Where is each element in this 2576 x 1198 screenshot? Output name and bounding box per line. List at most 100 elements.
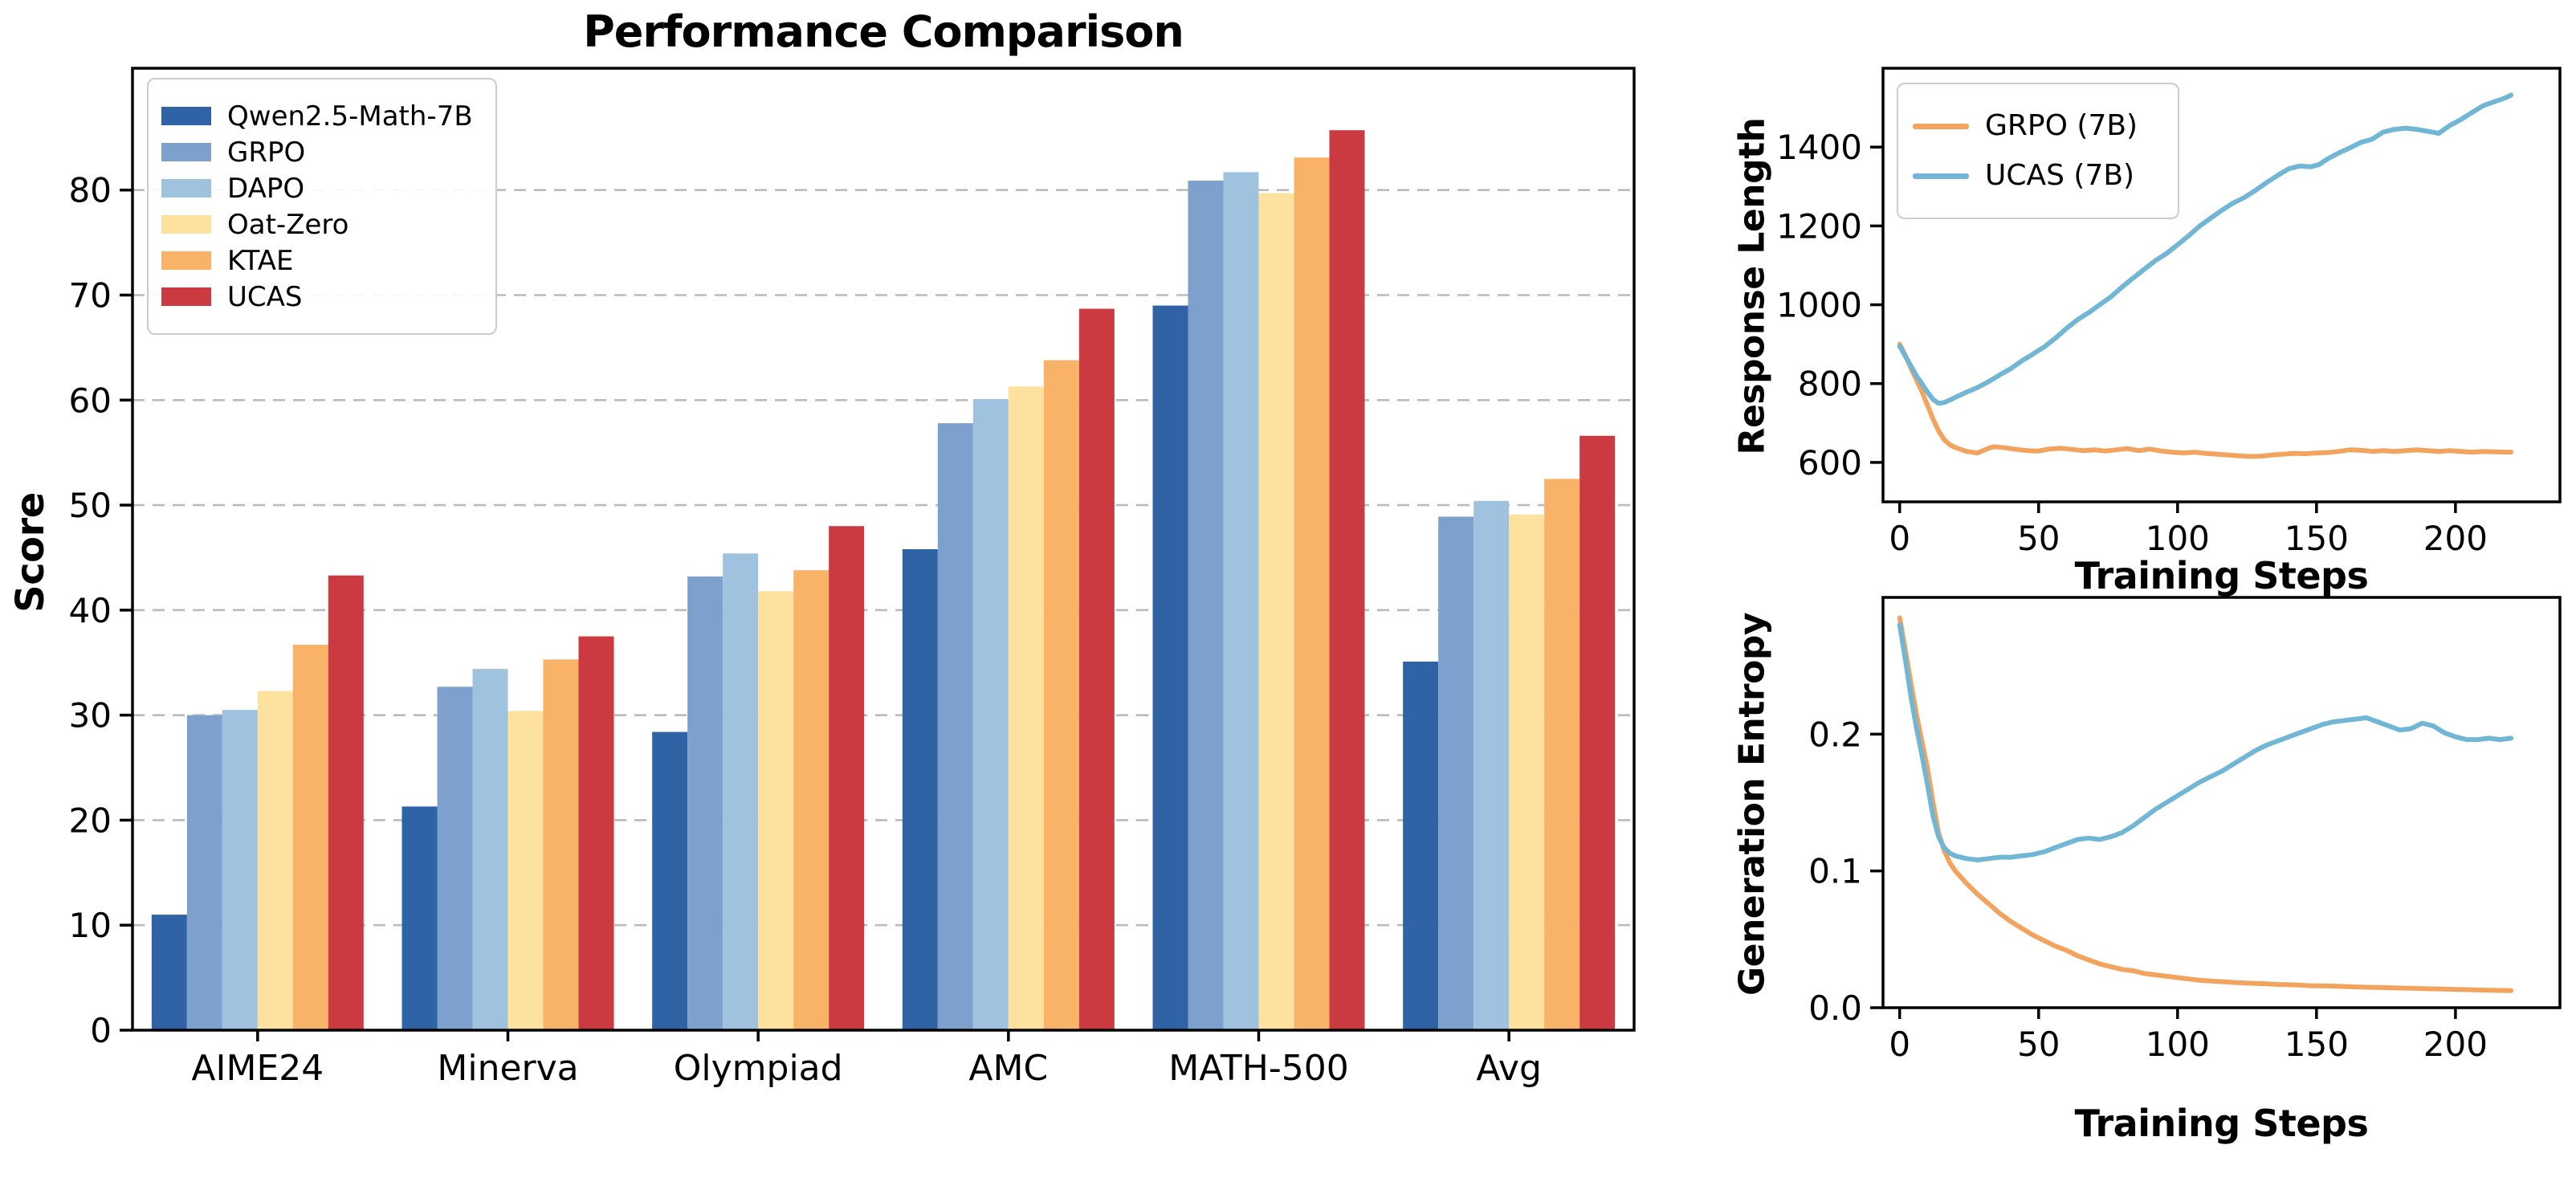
x-tick-label: 50 <box>2017 519 2060 558</box>
bar-DAPO-AIME24 <box>222 710 258 1030</box>
bar-Oat-Zero-AIME24 <box>257 691 293 1030</box>
legend-item: UCAS <box>161 279 483 315</box>
generation-entropy-ylabel: Generation Entropy <box>1731 612 1773 996</box>
line-UCAS (7B) <box>1897 92 2514 406</box>
legend-swatch-icon <box>161 143 211 161</box>
x-tick-label: 0 <box>1889 519 1910 558</box>
y-tick-label: 0.0 <box>1808 988 1862 1028</box>
legend-line-swatch-icon <box>1913 123 1969 129</box>
bar-Oat-Zero-Minerva <box>507 711 544 1030</box>
response-length-xlabel: Training Steps <box>2074 554 2369 597</box>
y-tick-label: 800 <box>1798 365 1862 404</box>
bar-KTAE-Minerva <box>543 659 579 1030</box>
bar-UCAS-Minerva <box>578 636 614 1030</box>
bar-Qwen2.5-Math-7B-MATH-500 <box>1152 305 1188 1030</box>
x-tick-label: AMC <box>968 1048 1048 1089</box>
axes-frame <box>1881 596 2562 1009</box>
y-tick-label: 20 <box>69 801 112 840</box>
response-length-chart: 600 800 1000 1200 1400 0 50 100 150 200 <box>1776 67 2562 558</box>
bar-Qwen2.5-Math-7B-Olympiad <box>652 731 688 1030</box>
legend-swatch-icon <box>161 287 211 306</box>
bar-GRPO-Olympiad <box>687 577 723 1030</box>
axes-frame <box>131 67 1636 1032</box>
y-tick-label: 80 <box>69 171 112 210</box>
x-tick-label: 100 <box>2146 519 2210 558</box>
bar-KTAE-Olympiad <box>793 570 829 1030</box>
legend-item: UCAS (7B) <box>1913 151 2163 201</box>
bar-Oat-Zero-MATH-500 <box>1258 193 1294 1030</box>
legend-label: Qwen2.5-Math-7B <box>227 100 473 132</box>
bar-DAPO-Minerva <box>472 669 508 1030</box>
bar-Qwen2.5-Math-7B-Minerva <box>401 806 438 1030</box>
legend-swatch-icon <box>161 215 211 234</box>
bar-UCAS-MATH-500 <box>1329 130 1365 1030</box>
bar-GRPO-MATH-500 <box>1188 180 1224 1031</box>
y-tick-label: 1400 <box>1776 128 1862 167</box>
x-tick-label: MATH-500 <box>1168 1048 1348 1089</box>
legend-item: GRPO (7B) <box>1913 101 2163 151</box>
legend-label: UCAS <box>227 280 303 313</box>
bar-UCAS-Avg <box>1579 435 1616 1030</box>
x-tick-label: AIME24 <box>191 1048 324 1089</box>
bar-KTAE-AMC <box>1043 360 1079 1030</box>
x-tick-label: Avg <box>1476 1048 1542 1089</box>
legend-item: GRPO <box>161 134 483 170</box>
x-tick-label: Olympiad <box>674 1048 843 1089</box>
generation-entropy-xlabel: Training Steps <box>2074 1102 2369 1145</box>
x-tick-label: 150 <box>2285 519 2349 558</box>
legend-label: GRPO (7B) <box>1985 109 2138 142</box>
bar-KTAE-MATH-500 <box>1294 157 1330 1031</box>
bar-Oat-Zero-AMC <box>1008 386 1044 1031</box>
y-tick-label: 70 <box>69 275 112 315</box>
legend-item: KTAE <box>161 242 483 279</box>
bar-Qwen2.5-Math-7B-AIME24 <box>151 915 187 1030</box>
bar-Qwen2.5-Math-7B-Avg <box>1403 661 1439 1030</box>
y-tick-label: 50 <box>69 486 112 525</box>
y-tick-label: 0 <box>90 1011 112 1050</box>
legend-label: UCAS (7B) <box>1985 159 2135 192</box>
bar-Oat-Zero-Olympiad <box>758 591 794 1030</box>
bar-GRPO-Minerva <box>437 687 473 1030</box>
bar-UCAS-Olympiad <box>829 526 865 1030</box>
bar-KTAE-AIME24 <box>292 645 328 1030</box>
response-length-ylabel: Response Length <box>1731 117 1773 455</box>
y-tick-label: 10 <box>69 906 112 945</box>
y-tick-label: 1000 <box>1776 286 1862 325</box>
x-tick-label: 0 <box>1889 1025 1910 1064</box>
line-UCAS (7B) <box>1897 622 2514 862</box>
x-tick-label: 150 <box>2285 1025 2349 1064</box>
legend-swatch-icon <box>161 107 211 125</box>
legend-line-swatch-icon <box>1913 173 1969 179</box>
bar-KTAE-Avg <box>1544 479 1580 1030</box>
legend-swatch-icon <box>161 179 211 198</box>
legend-swatch-icon <box>161 251 211 270</box>
legend-label: GRPO <box>227 136 306 169</box>
chart-title: Performance Comparison <box>583 6 1184 57</box>
bar-Qwen2.5-Math-7B-AMC <box>902 549 938 1030</box>
bar-DAPO-AMC <box>972 398 1009 1031</box>
line-GRPO (7B) <box>1897 341 2514 459</box>
bar-GRPO-Avg <box>1438 516 1474 1030</box>
legend-item: DAPO <box>161 170 483 206</box>
bar-GRPO-AIME24 <box>186 715 222 1030</box>
x-tick-label: 50 <box>2017 1025 2060 1064</box>
x-tick-label: 200 <box>2423 519 2488 558</box>
axes-frame <box>1881 67 2562 503</box>
y-tick-label: 40 <box>69 591 112 630</box>
bar-Oat-Zero-Avg <box>1509 514 1545 1030</box>
bar-GRPO-AMC <box>937 423 973 1030</box>
legend-label: KTAE <box>227 244 294 277</box>
legend-label: Oat-Zero <box>227 208 349 241</box>
bar-chart: 0 10 20 30 40 50 60 70 80 AIME24 Minerva Olympiad AM… <box>69 67 1636 1089</box>
legend-item: Qwen2.5-Math-7B <box>161 98 483 134</box>
bar-chart-ylabel: Score <box>8 492 53 613</box>
legend-label: DAPO <box>227 172 305 205</box>
bar-DAPO-Avg <box>1473 500 1510 1030</box>
bar-chart-legend: Qwen2.5-Math-7B GRPO DAPO Oat-Zero KTAE … <box>147 78 497 335</box>
y-tick-label: 30 <box>69 696 112 736</box>
x-tick-label: Minerva <box>437 1048 578 1089</box>
y-tick-label: 0.2 <box>1808 715 1862 754</box>
y-tick-label: 1200 <box>1776 206 1862 246</box>
